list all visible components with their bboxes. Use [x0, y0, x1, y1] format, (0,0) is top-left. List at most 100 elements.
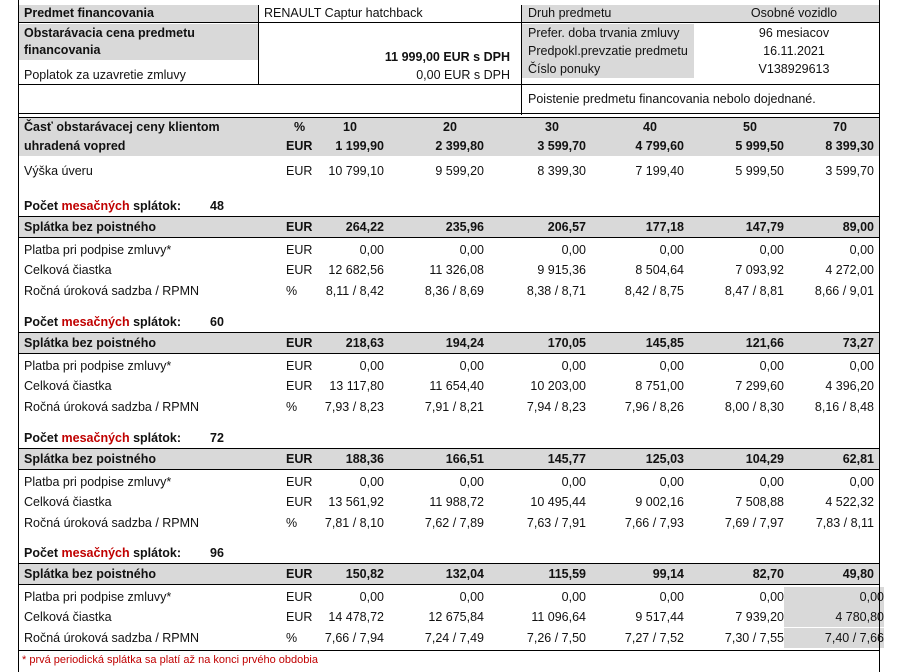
doba-label: Prefer. doba trvania zmluvy	[528, 26, 680, 40]
prevzatie-label: Predpokl.prevzatie predmetu	[528, 44, 688, 58]
installment-count-value: 72	[210, 431, 224, 445]
value-cell: 11 096,64	[531, 610, 586, 624]
cena-value: 11 999,00 EUR s DPH	[384, 50, 510, 64]
frame-left	[18, 0, 19, 672]
upfront-amount: 8 399,30	[825, 139, 874, 153]
value-cell: 10 203,00	[530, 379, 586, 393]
upfront-percent: 30	[545, 120, 559, 134]
cena-label-1: Obstarávacia cena predmetu	[24, 26, 195, 40]
value-cell: 8 751,00	[635, 379, 684, 393]
druh-label: Druh predmetu	[528, 6, 612, 20]
total-amount-row: Celková čiastka EUR 12 682,56 11 326,08 9 91…	[18, 260, 880, 280]
value-cell: 4 272,00	[825, 263, 874, 277]
ponuka-label: Číslo ponuky	[528, 62, 601, 76]
row-unit: EUR	[286, 452, 313, 466]
value-cell: 0,00	[659, 590, 684, 604]
value-cell: 7 508,88	[735, 495, 784, 509]
row-label: Celková čiastka	[24, 495, 112, 509]
divider	[18, 113, 880, 114]
section-line	[18, 332, 880, 333]
row-unit: EUR	[286, 220, 313, 234]
value-cell: 8,11 / 8,42	[325, 284, 384, 298]
value-cell: 4 522,32	[825, 495, 874, 509]
installment-count-value: 60	[210, 315, 224, 329]
value-cell: 145,77	[547, 452, 586, 466]
cena-label-bg	[18, 24, 258, 60]
value-cell: 150,82	[345, 567, 384, 581]
value-cell: 8 504,64	[635, 263, 684, 277]
rate-row: Ročná úroková sadzba / RPMN% 7,66 / 7,94 7…	[18, 628, 884, 648]
value-cell: 10 799,10	[328, 164, 384, 178]
value-cell: 0,00	[659, 359, 684, 373]
value-cell: 0,00	[784, 587, 884, 607]
value-cell: 0,00	[759, 243, 784, 257]
loan-row: Výška úveru EUR 10 799,10 9 599,20 8 399,30 7…	[18, 161, 880, 181]
value-cell: 0,00	[561, 475, 586, 489]
installment-row: Splátka bez poistného EUR 188,36 166,51 145,…	[18, 449, 880, 469]
value-cell: 7,63 / 7,91	[526, 516, 586, 530]
value-cell: 147,79	[745, 220, 784, 234]
row-label: Celková čiastka	[24, 379, 112, 393]
row-label: Splátka bez poistného	[24, 452, 156, 466]
value-cell: 7 093,92	[735, 263, 784, 277]
installment-count-label: Počet mesačných splátok:	[24, 199, 182, 213]
upfront-label-1: Časť obstarávacej ceny klientom	[24, 120, 220, 134]
row-label: Splátka bez poistného	[24, 220, 156, 234]
row-label: Platba pri podpise zmluvy*	[24, 243, 172, 257]
upfront-amount: 1 199,90	[335, 139, 384, 153]
row-unit: EUR	[286, 359, 313, 373]
unit-pct: %	[294, 120, 306, 134]
upfront-label-2: uhradená vopred	[24, 139, 126, 153]
signing-payment-row: Platba pri podpise zmluvy* EUR 0,00 0,00 0,0…	[18, 472, 880, 492]
value-cell: 0,00	[359, 475, 384, 489]
row-label: Ročná úroková sadzba / RPMN	[24, 284, 200, 298]
row-unit: EUR	[286, 475, 313, 489]
header-row-druh	[522, 5, 880, 22]
prevzatie-value: 16.11.2021	[763, 44, 825, 58]
rate-row: Ročná úroková sadzba / RPMN% 7,81 / 8,10 7…	[18, 513, 880, 533]
value-cell: 7 299,60	[735, 379, 784, 393]
value-cell: 82,70	[752, 567, 784, 581]
value-cell: 0,00	[459, 243, 484, 257]
upfront-amount: 2 399,80	[435, 139, 484, 153]
value-cell: 177,18	[645, 220, 684, 234]
value-cell: 99,14	[652, 567, 684, 581]
row-label: Celková čiastka	[24, 263, 112, 277]
value-cell: 132,04	[445, 567, 484, 581]
value-cell: 7,62 / 7,89	[424, 516, 484, 530]
total-amount-row: Celková čiastka EUR 14 478,72 12 675,84 11 0…	[18, 607, 884, 627]
value-cell: 0,00	[561, 243, 586, 257]
value-cell: 7,27 / 7,52	[624, 631, 684, 645]
value-cell: 0,00	[359, 590, 384, 604]
row-label: Platba pri podpise zmluvy*	[24, 590, 172, 604]
value-cell: 8,38 / 8,71	[526, 284, 586, 298]
section-line	[18, 237, 880, 238]
value-cell: 7,24 / 7,49	[424, 631, 484, 645]
value-cell: 11 988,72	[429, 495, 484, 509]
installment-row: Splátka bez poistného EUR 150,82 132,04 115,…	[18, 564, 880, 584]
value-cell: 8,00 / 8,30	[724, 400, 784, 414]
row-label: Platba pri podpise zmluvy*	[24, 475, 172, 489]
value-cell: 188,36	[345, 452, 384, 466]
upfront-amount: 3 599,70	[537, 139, 586, 153]
value-cell: 9 517,44	[635, 610, 684, 624]
value-cell: 9 599,20	[435, 164, 484, 178]
row-label: Celková čiastka	[24, 610, 112, 624]
value-cell: 8,42 / 8,75	[624, 284, 684, 298]
value-cell: 7,66 / 7,94	[324, 631, 384, 645]
value-cell: 3 599,70	[825, 164, 874, 178]
installment-row: Splátka bez poistného EUR 218,63 194,24 170,…	[18, 333, 880, 353]
row-unit: %	[286, 400, 298, 414]
upfront-percent: 40	[643, 120, 657, 134]
signing-payment-row: Platba pri podpise zmluvy* EUR 0,00 0,00 0,0…	[18, 587, 884, 607]
value-cell: 0,00	[759, 475, 784, 489]
value-cell: 0,00	[459, 590, 484, 604]
installment-count-label: Počet mesačných splátok:	[24, 431, 182, 445]
row-unit: %	[286, 631, 298, 645]
value-cell: 0,00	[849, 475, 874, 489]
upfront-amount: 5 999,50	[735, 139, 784, 153]
section-line	[18, 469, 880, 470]
divider	[258, 5, 259, 84]
row-label: Ročná úroková sadzba / RPMN	[24, 400, 200, 414]
druh-value: Osobné vozidlo	[750, 6, 838, 20]
